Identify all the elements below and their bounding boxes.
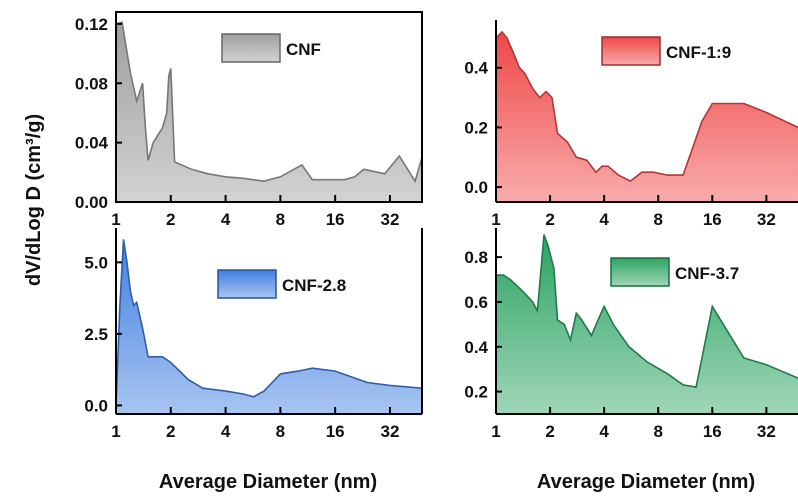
series-area — [496, 31, 798, 202]
x-axis-label: Average Diameter (nm) — [537, 471, 755, 493]
y-tick-label: 0.8 — [464, 248, 488, 267]
y-tick-label: 0.6 — [464, 293, 488, 312]
y-tick-label: 2.5 — [84, 325, 108, 344]
panel-cnf-1-9: 0.0 0.2 0.4 1 2 4 8 16 32 CNF-1:9 — [464, 20, 798, 229]
x-tick-label: 1 — [491, 210, 500, 229]
x-tick-label: 4 — [221, 422, 231, 441]
series-area — [116, 22, 422, 202]
legend-label: CNF-3.7 — [675, 264, 739, 283]
legend-swatch — [217, 269, 277, 299]
y-tick-label: 0.0 — [464, 178, 488, 197]
x-tick-label: 1 — [111, 422, 120, 441]
y-tick-label: 0.04 — [75, 134, 109, 153]
x-tick-label: 1 — [491, 422, 500, 441]
series-area — [116, 239, 422, 414]
series-line — [496, 234, 798, 389]
x-tick-label: 4 — [599, 422, 609, 441]
y-tick-label: 0.2 — [464, 118, 488, 137]
y-tick-label: 0.2 — [464, 383, 488, 402]
series-line — [496, 30, 798, 183]
legend-label: CNF — [286, 40, 321, 59]
y-tick-label: 0.00 — [75, 193, 108, 212]
x-tick-label: 16 — [326, 210, 345, 229]
x-tick-label: 1 — [111, 210, 120, 229]
panel-cnf: 0.00 0.04 0.08 0.12 CNF 1 2 4 8 16 32 — [75, 11, 423, 229]
series-area — [496, 234, 798, 414]
legend-label: CNF-2.8 — [282, 276, 346, 295]
legend: CNF — [221, 33, 321, 63]
y-tick-label: 0.4 — [464, 338, 488, 357]
x-tick-label: 16 — [703, 210, 722, 229]
legend-label: CNF-1:9 — [666, 43, 731, 62]
x-tick-label: 32 — [380, 210, 399, 229]
legend-swatch — [601, 36, 661, 66]
y-tick-label: 5.0 — [84, 253, 108, 272]
x-tick-label: 8 — [276, 422, 285, 441]
x-tick-label: 32 — [757, 422, 776, 441]
legend-swatch — [610, 257, 670, 287]
x-tick-label: 2 — [545, 210, 554, 229]
legend-swatch — [221, 33, 281, 63]
legend: CNF-1:9 — [601, 36, 731, 66]
legend: CNF-2.8 — [217, 269, 346, 299]
y-tick-label: 0.0 — [84, 396, 108, 415]
x-tick-label: 2 — [545, 422, 554, 441]
x-tick-label: 32 — [380, 422, 399, 441]
legend: CNF-3.7 — [610, 257, 739, 287]
x-tick-label: 4 — [221, 210, 231, 229]
x-tick-label: 8 — [653, 210, 662, 229]
panel-cnf-2-8: 0.0 2.5 5.0 1 2 4 8 16 32 CNF-2.8 — [84, 228, 422, 441]
x-tick-label: 2 — [166, 210, 175, 229]
x-tick-label: 2 — [166, 422, 175, 441]
series-line — [116, 21, 422, 184]
y-tick-label: 0.4 — [464, 59, 488, 78]
x-tick-label: 32 — [757, 210, 776, 229]
x-tick-label: 8 — [653, 422, 662, 441]
y-tick-label: 0.08 — [75, 74, 108, 93]
x-axis-label: Average Diameter (nm) — [159, 471, 377, 493]
series-line — [116, 239, 422, 406]
x-tick-label: 8 — [276, 210, 285, 229]
panel-cnf-3-7: 0.2 0.4 0.6 0.8 1 2 4 8 16 32 CNF-3.7 — [464, 228, 798, 441]
y-axis-label: dV/dLog D (cm³/g) — [23, 114, 45, 286]
x-tick-label: 16 — [703, 422, 722, 441]
x-tick-label: 4 — [599, 210, 609, 229]
x-tick-label: 16 — [326, 422, 345, 441]
y-tick-label: 0.12 — [75, 15, 108, 34]
